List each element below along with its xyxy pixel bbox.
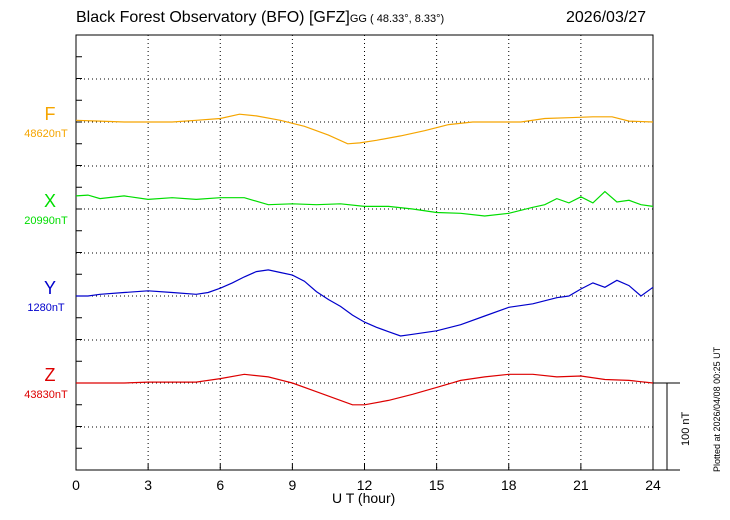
baseline-label-x: 20990nT (24, 215, 68, 227)
x-tick-label: 3 (144, 477, 152, 493)
x-tick-label: 9 (288, 477, 296, 493)
x-tick-label: 6 (216, 477, 224, 493)
series-label-x: X (43, 191, 56, 211)
series-line-y (76, 269, 654, 337)
chart-date: 2026/03/27 (566, 9, 647, 26)
title-main: Black Forest Observatory (BFO) [GFZ] (76, 9, 350, 26)
x-tick-label: 0 (72, 477, 80, 493)
baseline-label-f: 48620nT (24, 128, 68, 140)
x-tick-label: 21 (573, 477, 589, 493)
x-tick-label: 24 (645, 477, 661, 493)
chart-title: Black Forest Observatory (BFO) [GFZ]GG (… (76, 9, 444, 27)
series-label-y: Y (43, 278, 56, 298)
x-axis-label: U T (hour) (332, 490, 396, 506)
x-tick-label: 12 (357, 477, 373, 493)
series-label-f: F (44, 104, 56, 124)
series-line-z (76, 373, 654, 406)
x-tick-label: 15 (429, 477, 445, 493)
x-tick-label: 18 (501, 477, 517, 493)
title-coords: GG ( 48.33°, 8.33°) (349, 13, 445, 25)
baseline-label-z: 43830nT (24, 389, 68, 401)
series-line-x (75, 190, 654, 217)
baseline-label-y: 1280nT (27, 302, 65, 314)
series-line-f (75, 113, 654, 145)
series-label-z: Z (44, 365, 56, 385)
